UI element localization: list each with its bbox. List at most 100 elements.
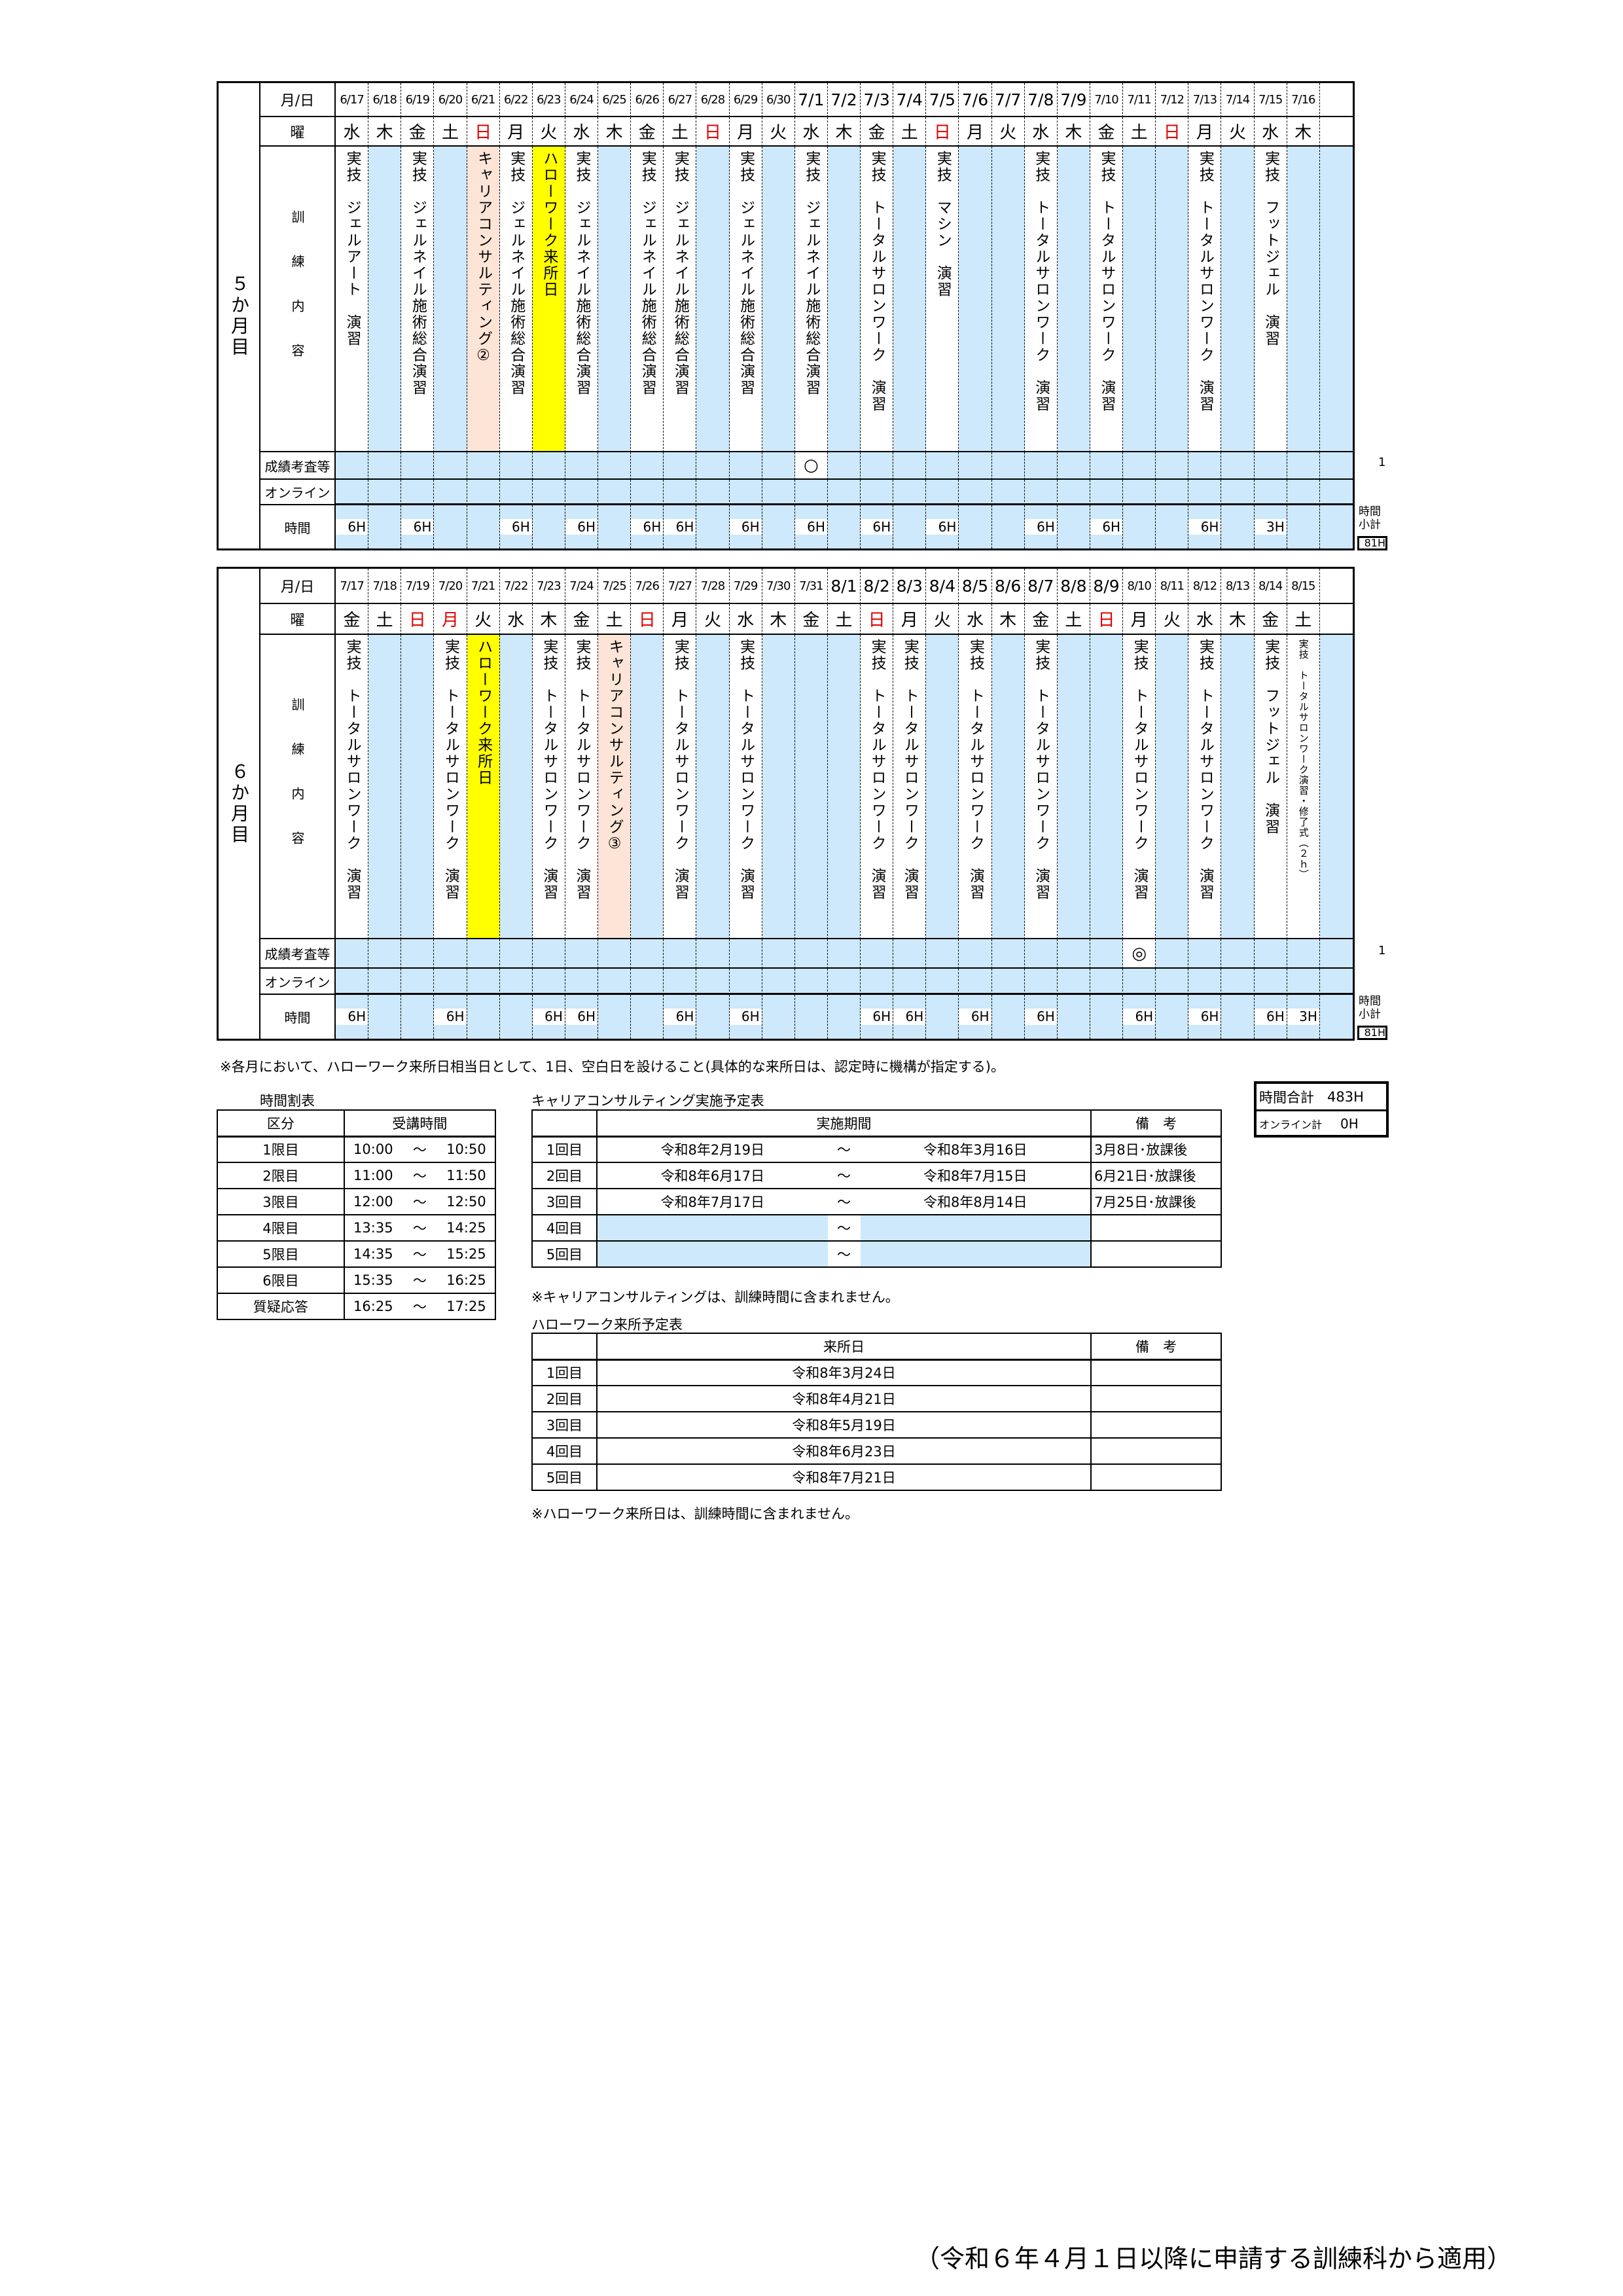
weekday-cell: 木 bbox=[368, 117, 402, 147]
label-cell: 2回目 bbox=[531, 1162, 597, 1189]
weekday-cell: 土 bbox=[1057, 604, 1090, 635]
date-cell: 8/9 bbox=[1090, 569, 1124, 604]
hours-value: 6H bbox=[401, 519, 434, 535]
training-content-cell bbox=[696, 147, 730, 452]
training-content-cell: 実技 トータルサロンワーク 演習 bbox=[893, 635, 927, 939]
date-cell: 7/25 bbox=[598, 569, 632, 604]
weekday-cell: 月 bbox=[893, 604, 927, 635]
hellowork-title: ハローワーク来所予定表 bbox=[531, 1317, 683, 1333]
table-row: 3回目 令和8年5月19日 bbox=[531, 1411, 1222, 1439]
date-cell: 8/14 bbox=[1254, 569, 1287, 604]
weekday-cell: 木 bbox=[827, 117, 861, 147]
sep-cell: ～ bbox=[401, 1188, 438, 1215]
grade-cell bbox=[1057, 939, 1090, 969]
table-row: 2回目 令和8年6月17日～令和8年7月15日 6月21日･放課後 bbox=[531, 1162, 1222, 1189]
hellowork-table: 来所日備 考 1回目 令和8年3月24日 2回目 令和8年4月21日 3回目 令和8年5月… bbox=[531, 1333, 1222, 1491]
end-cell: 14:25 bbox=[437, 1214, 497, 1242]
training-content-cell bbox=[1057, 147, 1090, 452]
weekday-cell: 土 bbox=[598, 604, 632, 635]
grade-cell bbox=[1123, 452, 1156, 480]
header-remarks: 備 考 bbox=[1090, 1333, 1222, 1361]
hours-cell bbox=[1057, 995, 1090, 1039]
training-content-text: 実技 トータルサロンワーク 演習 bbox=[868, 639, 886, 901]
hours-cell bbox=[1221, 995, 1255, 1039]
online-cell bbox=[368, 969, 402, 995]
grade-cell bbox=[565, 452, 599, 480]
label-cell: 3回目 bbox=[531, 1188, 597, 1215]
hours-cell: 6H bbox=[336, 995, 369, 1039]
weekday-cell: 日 bbox=[696, 117, 730, 147]
weekday-cell: 水 bbox=[729, 604, 762, 635]
header-blank bbox=[531, 1109, 597, 1138]
online-cell bbox=[991, 480, 1025, 505]
weekday-cell: 月 bbox=[729, 117, 762, 147]
weekday-cell bbox=[1319, 604, 1353, 635]
hours-cell bbox=[1156, 505, 1189, 548]
career-table: 実施期間備 考 1回目 令和8年2月19日～令和8年3月16日 3月8日･放課後 2回… bbox=[531, 1109, 1222, 1268]
hours-value: 3H bbox=[1254, 519, 1287, 535]
header-time: 受講時間 bbox=[343, 1109, 497, 1138]
row-label-date: 月/日 bbox=[260, 83, 336, 117]
training-content-text: ハローワーク来所日 bbox=[540, 151, 558, 298]
online-cell bbox=[827, 480, 861, 505]
grade-cell bbox=[336, 939, 369, 969]
grade-cell bbox=[1254, 452, 1287, 480]
grade-cell bbox=[532, 452, 565, 480]
footer-applicability: （令和６年４月１日以降に申請する訓練科から適用） bbox=[915, 2244, 1512, 2273]
online-cell bbox=[631, 969, 664, 995]
hours-cell bbox=[762, 505, 795, 548]
hours-cell bbox=[1057, 505, 1090, 548]
subtotal-6: 81H bbox=[1357, 1026, 1387, 1040]
sep-cell: ～ bbox=[401, 1162, 438, 1189]
training-content-cell: キャリアコンサルティング② bbox=[467, 147, 500, 452]
hours-cell: 6H bbox=[565, 995, 599, 1039]
grade-cell bbox=[959, 452, 992, 480]
hours-cell: 6H bbox=[926, 505, 959, 548]
hours-cell bbox=[467, 505, 500, 548]
hours-value: 6H bbox=[926, 519, 959, 535]
table-row: 5回目 令和8年7月21日 bbox=[531, 1463, 1222, 1491]
grade-cell bbox=[1188, 452, 1222, 480]
label-cell: 2限目 bbox=[217, 1162, 345, 1189]
training-content-cell bbox=[1287, 147, 1320, 452]
note-cell: 3月8日･放課後 bbox=[1090, 1136, 1222, 1163]
training-content-text: 実技 トータルサロンワーク 演習 bbox=[573, 639, 590, 901]
weekday-cell: 火 bbox=[926, 604, 959, 635]
weekday-cell: 土 bbox=[664, 117, 697, 147]
online-cell bbox=[794, 480, 828, 505]
date-cell: 7/2 bbox=[827, 83, 861, 117]
grade-cell bbox=[1156, 939, 1189, 969]
training-content-text: 実技 フットジェル 演習 bbox=[1262, 151, 1279, 347]
date-cell bbox=[1319, 569, 1353, 604]
hours-cell bbox=[696, 995, 730, 1039]
date-cell: 7/19 bbox=[401, 569, 435, 604]
training-content-cell: 実技 フットジェル 演習 bbox=[1254, 635, 1287, 939]
hours-value: 6H bbox=[499, 519, 532, 535]
weekday-cell: 火 bbox=[532, 117, 565, 147]
online-cell bbox=[1319, 480, 1353, 505]
training-content-text: 実技 ジェルネイル施術総合演習 bbox=[671, 151, 689, 396]
weekday-cell: 日 bbox=[926, 117, 959, 147]
online-cell bbox=[926, 480, 959, 505]
weekday-cell: 金 bbox=[1024, 604, 1058, 635]
training-content-text: 実技 トータルサロンワーク 演習 bbox=[1131, 639, 1149, 901]
hours-cell: 3H bbox=[1254, 505, 1287, 548]
weekday-cell: 日 bbox=[861, 604, 894, 635]
sep-cell: ～ bbox=[401, 1136, 438, 1163]
online-cell bbox=[1156, 969, 1189, 995]
online-cell bbox=[762, 480, 795, 505]
end-cell bbox=[860, 1240, 1092, 1268]
hours-cell bbox=[794, 995, 828, 1039]
grade-mark: ○ bbox=[794, 452, 827, 478]
date-cell: 6/26 bbox=[631, 83, 664, 117]
table-row: 2限目 11:00 ～ 11:50 bbox=[217, 1162, 497, 1189]
grade-cell bbox=[827, 939, 861, 969]
training-content-text: 実技 トータルサロンワーク 演習 bbox=[1032, 151, 1050, 412]
training-content-cell: 実技 ジェルネイル施術総合演習 bbox=[631, 147, 664, 452]
date-cell: 8/11 bbox=[1156, 569, 1189, 604]
grade-cell bbox=[861, 939, 894, 969]
date-cell: 7/18 bbox=[368, 569, 402, 604]
label-cell: 2回目 bbox=[531, 1385, 597, 1412]
training-content-cell: 実技 ジェルネイル施術総合演習 bbox=[565, 147, 599, 452]
career-title: キャリアコンサルティング実施予定表 bbox=[531, 1093, 764, 1109]
